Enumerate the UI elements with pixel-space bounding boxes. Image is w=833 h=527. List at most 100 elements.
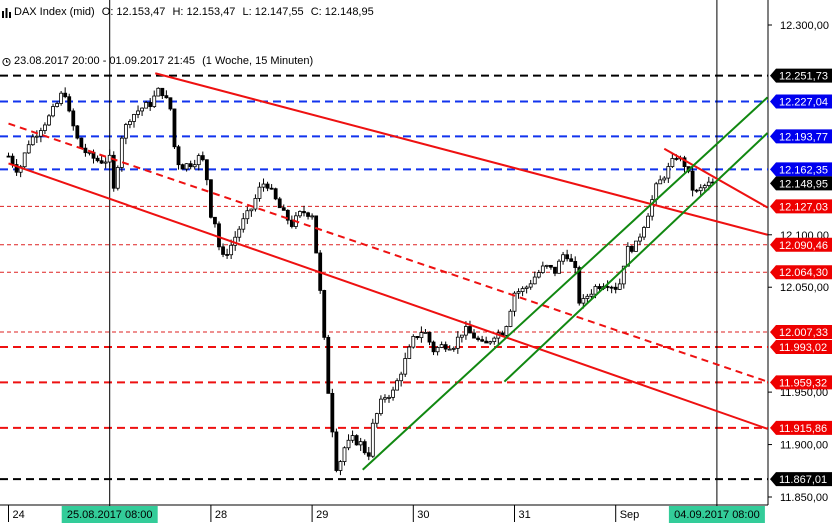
candle-body-127: [520, 288, 525, 292]
candle-body-16: [71, 110, 76, 127]
candle-body-106: [435, 347, 440, 353]
candle-body-124: [508, 310, 513, 327]
candle-body-30: [128, 121, 132, 125]
y-tick-label-3: 11.950,00: [780, 387, 828, 399]
candle-body-137: [561, 254, 565, 262]
candle-body-141: [577, 267, 582, 304]
candle-body-111: [455, 336, 460, 349]
candle-body-63: [261, 183, 266, 188]
candle-body-103: [423, 332, 428, 334]
candle-body-151: [617, 283, 622, 290]
candle-body-109: [447, 348, 452, 351]
price-level-label-box-5: [770, 199, 832, 214]
candle-body-65: [269, 187, 274, 190]
ohlc-header: DAX Index (mid) O: 12.153,47 H: 12.153,4…: [14, 6, 378, 18]
price-level-label-10: 11.959,32: [779, 377, 827, 389]
candle-body-44: [184, 163, 189, 170]
y-tick-label-5: 11.850,00: [780, 492, 828, 504]
candle-body-31: [132, 114, 136, 122]
candle-body-41: [172, 108, 177, 148]
candle-body-4: [22, 152, 27, 168]
x-tick-label-1: 28: [215, 509, 227, 521]
price-level-label-box-9: [770, 339, 832, 354]
candle-body-101: [415, 336, 420, 339]
candle-body-129: [528, 283, 533, 288]
candle-body-84: [346, 439, 351, 449]
candle-body-172: [702, 185, 707, 189]
candle-body-157: [642, 227, 646, 238]
low-value: L: 12.147,55: [242, 6, 304, 18]
candle-body-79: [326, 336, 331, 394]
candle-body-69: [285, 209, 290, 221]
candle-body-53: [221, 246, 225, 255]
candle-body-91: [374, 413, 379, 424]
price-level-label-box-12: [770, 472, 832, 487]
candle-body-128: [524, 286, 529, 289]
candle-body-170: [694, 189, 699, 192]
candle-body-60: [249, 208, 254, 212]
price-level-label-1: 12.227,04: [779, 97, 828, 109]
candle-body-158: [646, 215, 650, 228]
price-level-label-box-2: [770, 129, 832, 144]
candle-body-138: [565, 254, 570, 260]
candle-body-159: [650, 199, 655, 217]
price-level-label-4: 12.148,95: [779, 178, 828, 190]
candle-body-9: [43, 124, 47, 131]
candle-body-68: [281, 207, 286, 211]
candle-body-104: [427, 332, 432, 343]
candle-body-5: [26, 144, 31, 154]
candle-body-26: [111, 154, 116, 189]
candle-body-78: [322, 290, 327, 338]
candle-body-47: [196, 155, 201, 166]
candle-body-118: [484, 340, 489, 344]
trend-line-1: [8, 162, 768, 430]
candle-body-36: [152, 95, 157, 107]
candle-body-33: [140, 107, 144, 112]
candle-body-81: [334, 431, 339, 471]
candle-chart-icon[interactable]: [2, 8, 11, 18]
candle-body-133: [544, 264, 549, 267]
candle-body-66: [273, 188, 278, 200]
price-level-label-box-3: [770, 162, 832, 177]
candle-body-173: [706, 181, 711, 186]
clock-icon[interactable]: [2, 57, 11, 67]
candle-body-32: [136, 110, 140, 115]
price-level-label-box-11: [770, 420, 832, 435]
candle-body-161: [658, 179, 663, 185]
candle-body-34: [144, 102, 149, 109]
candle-body-24: [103, 161, 108, 164]
candle-body-10: [47, 115, 51, 126]
candle-body-125: [512, 292, 517, 312]
candle-body-162: [662, 177, 667, 181]
candle-body-76: [314, 215, 319, 254]
x-tick-label-4: 31: [519, 509, 531, 521]
candle-body-59: [245, 210, 250, 220]
candle-body-14: [63, 92, 68, 98]
candle-body-116: [476, 337, 480, 341]
y-tick-label-0: 12.300,00: [780, 20, 829, 32]
candle-body-169: [690, 170, 695, 191]
trend-line-5: [503, 132, 769, 383]
candle-body-146: [597, 286, 602, 289]
candle-body-120: [492, 337, 497, 342]
candle-body-154: [629, 245, 634, 252]
candle-body-134: [549, 264, 553, 268]
price-level-label-box-10: [770, 375, 832, 390]
candle-body-20: [87, 151, 92, 154]
candle-body-144: [589, 293, 594, 297]
candle-body-107: [439, 344, 444, 348]
candle-body-72: [298, 211, 302, 217]
candle-body-126: [516, 291, 521, 294]
candle-body-58: [241, 218, 246, 230]
candle-body-96: [395, 380, 400, 391]
candle-body-131: [536, 272, 541, 278]
candle-body-85: [350, 435, 355, 441]
candle-body-86: [354, 435, 359, 446]
candle-body-171: [698, 187, 703, 192]
trend-line-4: [362, 96, 769, 471]
candle-body-163: [666, 166, 671, 179]
candle-body-114: [468, 326, 472, 334]
candle-body-35: [148, 102, 153, 107]
candle-body-42: [176, 146, 181, 166]
